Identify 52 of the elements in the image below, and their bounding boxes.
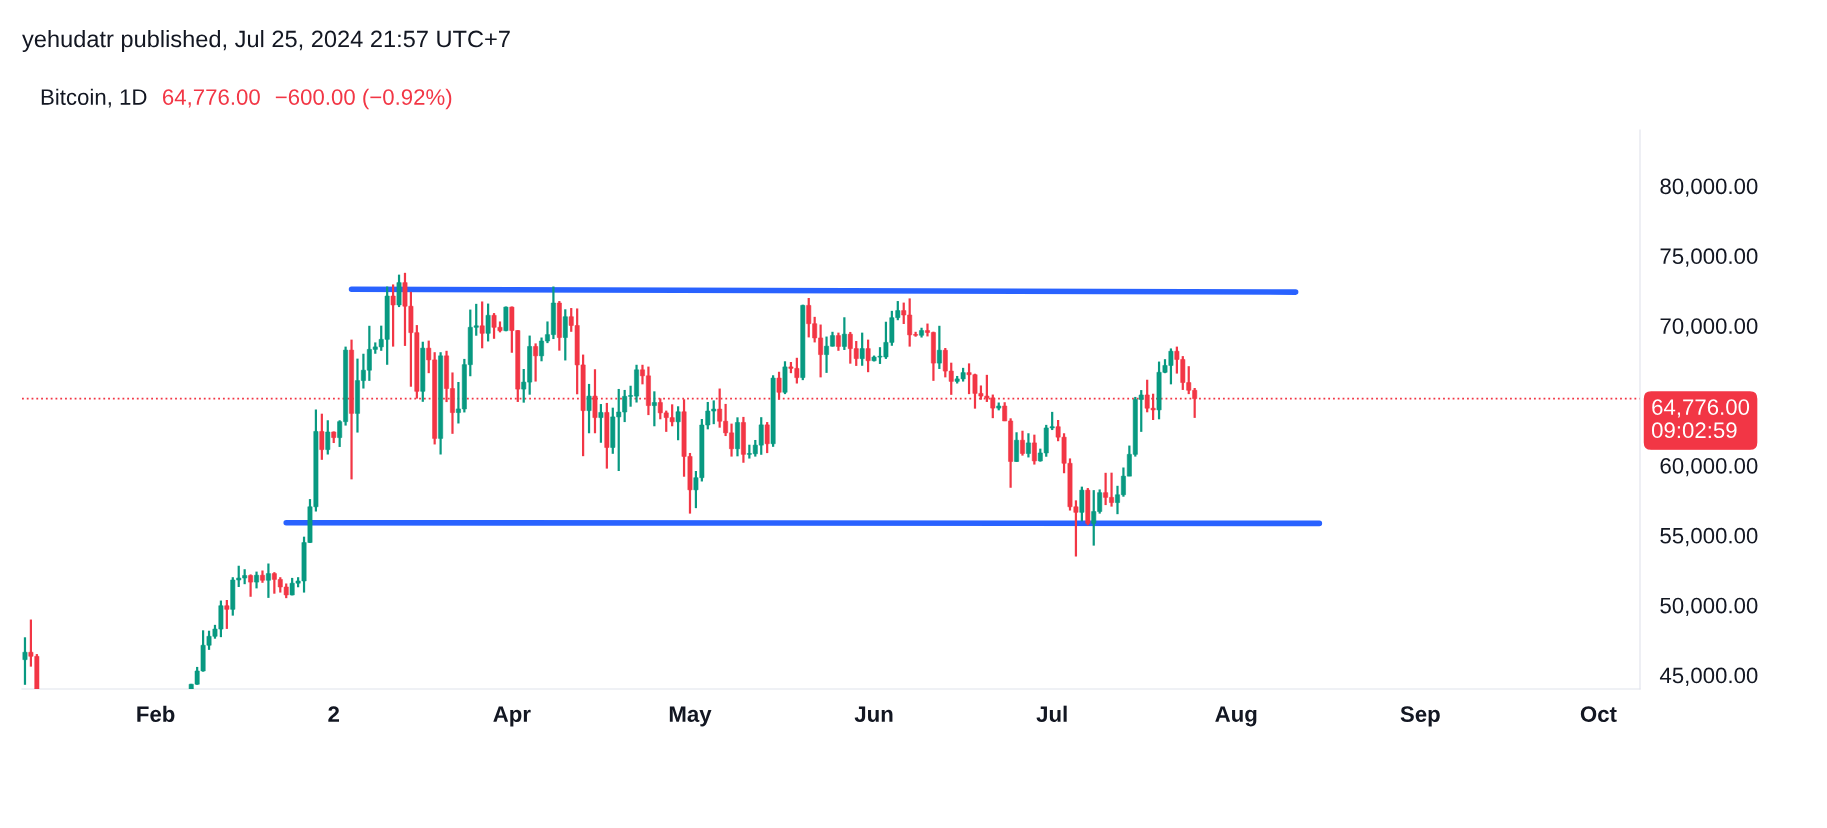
x-tick-label: Jun (854, 706, 893, 722)
candlestick (936, 324, 942, 371)
candlestick (224, 598, 230, 631)
candlestick (776, 370, 782, 401)
x-tick-label: Apr (493, 706, 531, 727)
candlestick (479, 300, 485, 350)
y-tick-label: 75,000.00 (1660, 248, 1758, 267)
ref-line-label: 64,776.00 (1652, 399, 1750, 418)
candlestick (22, 636, 28, 686)
x-tick-label: May (669, 706, 712, 727)
candlestick (1026, 432, 1031, 459)
candlestick (1079, 485, 1085, 523)
text: −600.00 (−0.92%) (275, 88, 452, 110)
candlestick (859, 331, 865, 367)
candlestick (764, 420, 770, 455)
x-tick-label: Aug (1215, 706, 1257, 727)
candlestick (586, 382, 592, 435)
x-tick-label: Sep (1400, 706, 1440, 727)
candlestick (592, 368, 598, 435)
candlestick (396, 273, 402, 309)
candlestick (865, 338, 871, 374)
y-tick-label: 60,000.00 (1660, 457, 1758, 477)
x-tick-label: 2 (328, 706, 340, 722)
candlestick (390, 283, 396, 348)
x-tick-label: Oct (1580, 706, 1617, 722)
candlestick (1031, 433, 1037, 466)
candlestick (1020, 429, 1025, 457)
x-tick-label: Feb (137, 705, 175, 722)
candlestick (485, 302, 491, 343)
candlestick (651, 390, 657, 428)
x-tick-label: Jul (1036, 705, 1067, 722)
candlestick (836, 331, 841, 352)
candlestick (265, 562, 271, 599)
y-tick-label: 45,000.00 (1659, 667, 1758, 686)
y-tick-label: 70,000.00 (1660, 318, 1758, 337)
candlestick (675, 405, 681, 442)
y-tick-label: 80,000.00 (1660, 178, 1758, 197)
candlestick (562, 308, 568, 362)
candlestick (503, 305, 509, 333)
chart-subtitle: Bitcoin, 1D (41, 88, 147, 108)
candlestick (533, 342, 539, 383)
text: 64,776.00 (163, 89, 260, 108)
y-tick-label: 55,000.00 (1660, 527, 1758, 547)
candlestick (325, 419, 331, 456)
candlestick (248, 573, 254, 598)
chart-title: yehudatr published, Jul 25, 2024 21:57 UTC+7 (22, 30, 510, 52)
candlestick (841, 316, 847, 352)
candlestick (319, 412, 325, 461)
candlestick (598, 402, 604, 444)
y-tick-label: 50,000.00 (1660, 597, 1758, 617)
candlestick (1014, 431, 1019, 464)
text: 09:02:59 (1651, 422, 1737, 439)
